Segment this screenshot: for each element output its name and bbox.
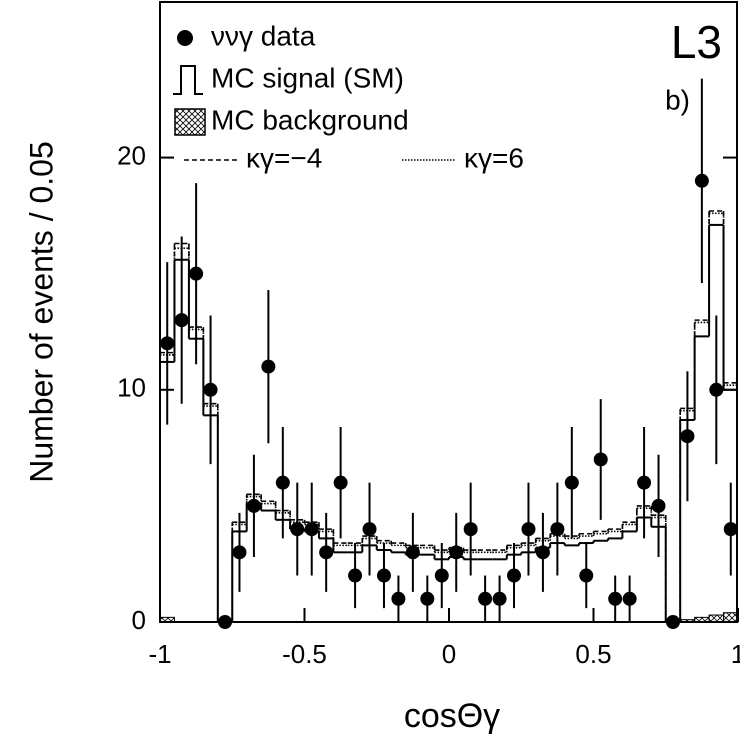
data-point	[709, 382, 724, 397]
data-point	[608, 591, 623, 606]
data-point	[434, 568, 449, 583]
legend-label: κγ=−4	[246, 142, 322, 173]
data-point	[637, 475, 652, 490]
data-point	[203, 382, 218, 397]
data-point	[319, 545, 334, 560]
experiment-label: L3	[671, 16, 722, 68]
data-point	[492, 591, 507, 606]
x-tick-label: -1	[148, 639, 171, 669]
legend-label: MC background	[211, 104, 409, 135]
data-point	[261, 359, 276, 374]
legend-marker	[177, 30, 193, 46]
legend-label: MC signal (SM)	[211, 62, 404, 93]
data-point	[218, 615, 233, 629]
data-point	[579, 568, 594, 583]
data-point	[665, 615, 680, 629]
data-point	[246, 498, 261, 513]
data-point	[348, 568, 363, 583]
legend-label: κγ=6	[464, 142, 524, 173]
data-point	[290, 522, 305, 537]
data-point	[478, 591, 493, 606]
data-point	[651, 498, 666, 513]
y-tick-label: 10	[117, 373, 146, 403]
background-bar	[708, 614, 725, 623]
data-point	[391, 591, 406, 606]
data-point	[333, 475, 348, 490]
x-tick-label: 0.5	[575, 639, 611, 669]
data-point	[376, 568, 391, 583]
data-point	[564, 475, 579, 490]
panel-label: b)	[665, 84, 690, 115]
data-point	[362, 522, 377, 537]
background-bar	[694, 616, 710, 623]
background-bar	[679, 619, 696, 623]
y-tick-label: 0	[132, 605, 146, 635]
background-bar	[159, 616, 175, 623]
data-point	[275, 475, 290, 490]
data-point	[694, 173, 709, 188]
data-point	[622, 591, 637, 606]
y-axis-label: Number of events / 0.05	[23, 141, 59, 483]
data-point	[550, 522, 565, 537]
data-point	[304, 522, 319, 537]
legend-label: ννγ data	[211, 20, 316, 51]
background-bar	[723, 612, 739, 623]
data-point	[463, 522, 478, 537]
data-point	[535, 545, 550, 560]
data-point	[174, 313, 189, 328]
y-tick-label: 20	[117, 140, 146, 170]
data-point	[521, 522, 536, 537]
data-point	[420, 591, 435, 606]
data-point	[160, 336, 175, 351]
x-tick-label: 1	[731, 639, 740, 669]
data-point	[680, 429, 695, 444]
data-point	[405, 545, 420, 560]
data-point	[232, 545, 247, 560]
data-point	[723, 522, 738, 537]
legend-marker	[173, 65, 203, 95]
data-point	[449, 545, 464, 560]
data-point	[593, 452, 608, 467]
data-point	[189, 266, 204, 281]
legend-marker	[174, 108, 206, 136]
x-tick-label: 0	[442, 639, 456, 669]
x-tick-label: -0.5	[282, 639, 327, 669]
x-axis-label: cosΘγ	[404, 697, 500, 735]
data-point	[507, 568, 522, 583]
